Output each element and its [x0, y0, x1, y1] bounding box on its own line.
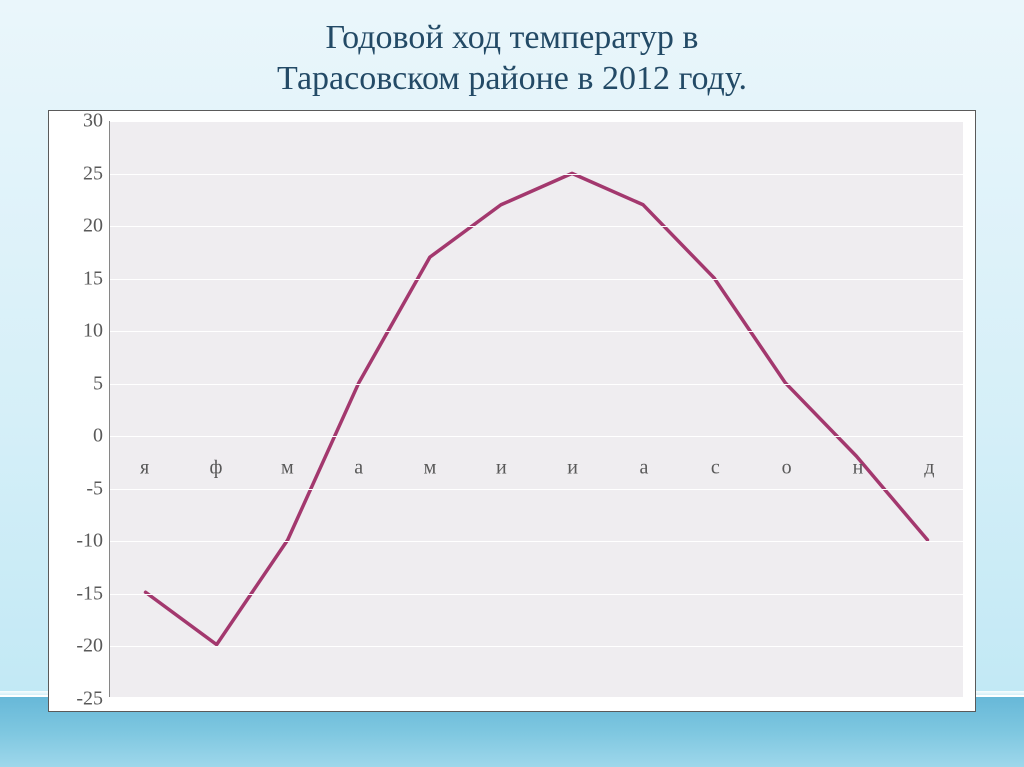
- chart-title: Годовой ход температур в Тарасовском рай…: [0, 18, 1024, 100]
- x-axis-label: о: [782, 456, 792, 479]
- gridline: [110, 699, 963, 700]
- y-axis-label: -10: [53, 530, 103, 553]
- y-axis-label: 30: [53, 110, 103, 133]
- y-axis-label: -25: [53, 688, 103, 711]
- y-axis-label: -20: [53, 635, 103, 658]
- y-axis-label: 5: [53, 372, 103, 395]
- chart-frame: 30 25 20 15 10 5 0 -5 -10 -15 -20 -25 я ф м а м и и а с о н д: [48, 110, 976, 712]
- x-axis-label: м: [424, 456, 437, 479]
- gridline: [110, 174, 963, 175]
- gridline: [110, 279, 963, 280]
- gridline: [110, 594, 963, 595]
- x-axis-label: а: [640, 456, 649, 479]
- gridline: [110, 384, 963, 385]
- y-axis-label: 15: [53, 267, 103, 290]
- x-axis-label: и: [496, 456, 507, 479]
- y-axis-label: 20: [53, 215, 103, 238]
- gridline: [110, 121, 963, 122]
- x-axis-label: и: [567, 456, 578, 479]
- x-axis-label: н: [853, 456, 864, 479]
- y-axis-label: 10: [53, 320, 103, 343]
- gridline: [110, 331, 963, 332]
- title-line-1: Годовой ход температур в: [326, 19, 699, 56]
- y-axis-label: -5: [53, 477, 103, 500]
- gridline: [110, 226, 963, 227]
- x-axis-label: м: [281, 456, 294, 479]
- x-axis-label: я: [140, 456, 149, 479]
- slide: Годовой ход температур в Тарасовском рай…: [0, 0, 1024, 767]
- x-axis-label: а: [354, 456, 363, 479]
- y-axis-label: 25: [53, 162, 103, 185]
- gridline: [110, 489, 963, 490]
- title-line-2: Тарасовском районе в 2012 году.: [277, 60, 747, 97]
- x-axis-label: ф: [210, 456, 223, 479]
- gridline: [110, 541, 963, 542]
- x-axis-label: с: [711, 456, 720, 479]
- gridline: [110, 646, 963, 647]
- x-axis-label: д: [924, 456, 934, 479]
- y-axis-label: -15: [53, 582, 103, 605]
- gridline: [110, 436, 963, 437]
- y-axis-label: 0: [53, 425, 103, 448]
- temperature-line: [110, 121, 963, 697]
- plot-area: [109, 121, 963, 697]
